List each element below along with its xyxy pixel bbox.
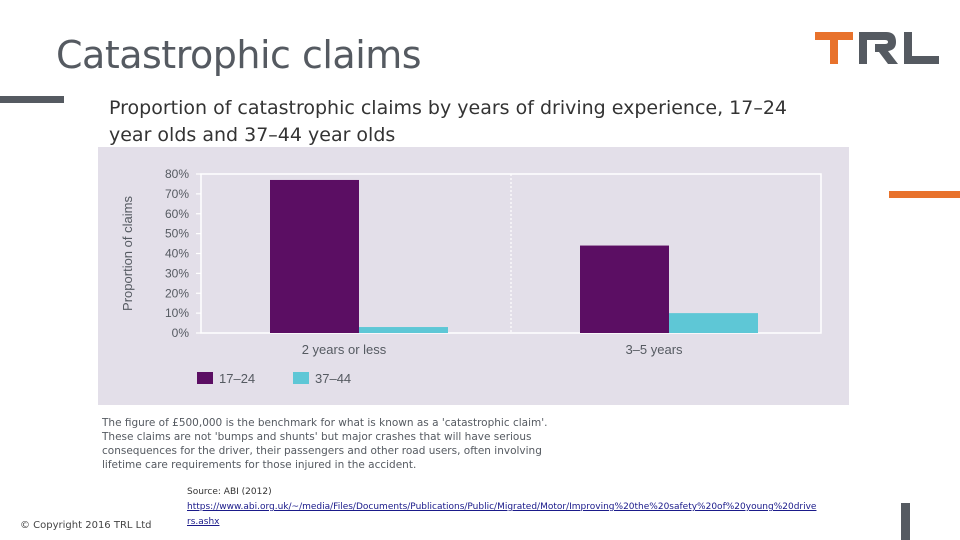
y-axis-title: Proportion of claims	[120, 196, 135, 311]
source-block: Source: ABI (2012) https://www.abi.org.u…	[187, 485, 817, 530]
bar-17–24-3–5 years	[580, 245, 669, 333]
y-tick-label: 20%	[165, 286, 189, 300]
legend-label: 17–24	[219, 371, 255, 386]
bar-17–24-2 years or less	[270, 179, 359, 333]
trl-logo	[815, 32, 939, 64]
accent-bar-vertical	[901, 503, 910, 540]
bar-chart: 0% 10% 20% 30% 40% 50% 60% 70% 80% Proportion of …	[120, 167, 822, 386]
bar-37–44-3–5 years	[669, 313, 758, 333]
accent-bar-right	[889, 191, 960, 198]
chart-panel: 0% 10% 20% 30% 40% 50% 60% 70% 80% Proportion of …	[98, 147, 849, 405]
y-tick-label: 30%	[165, 266, 189, 280]
y-tick-label: 60%	[165, 207, 189, 221]
y-tick-label: 80%	[165, 167, 189, 181]
x-category-label: 2 years or less	[302, 342, 387, 357]
chart-note: The figure of £500,000 is the benchmark …	[102, 417, 548, 471]
legend-swatch	[197, 372, 213, 384]
y-tick-label: 40%	[165, 247, 189, 261]
legend-swatch	[293, 372, 309, 384]
bar-37–44-2 years or less	[359, 327, 448, 333]
x-category-label: 3–5 years	[625, 342, 683, 357]
source-link[interactable]: https://www.abi.org.uk/~/media/Files/Doc…	[187, 502, 817, 527]
accent-bar-left	[0, 96, 64, 103]
y-tick-label: 50%	[165, 227, 189, 241]
legend-label: 37–44	[315, 371, 351, 386]
y-tick-label: 0%	[172, 326, 190, 340]
chart-subtitle: Proportion of catastrophic claims by yea…	[109, 97, 788, 146]
y-tick-label: 10%	[165, 306, 189, 320]
source-label: Source: ABI (2012)	[187, 487, 272, 497]
y-tick-label: 70%	[165, 187, 189, 201]
copyright-text: © Copyright 2016 TRL Ltd	[20, 520, 152, 531]
slide-title: Catastrophic claims	[56, 33, 422, 77]
